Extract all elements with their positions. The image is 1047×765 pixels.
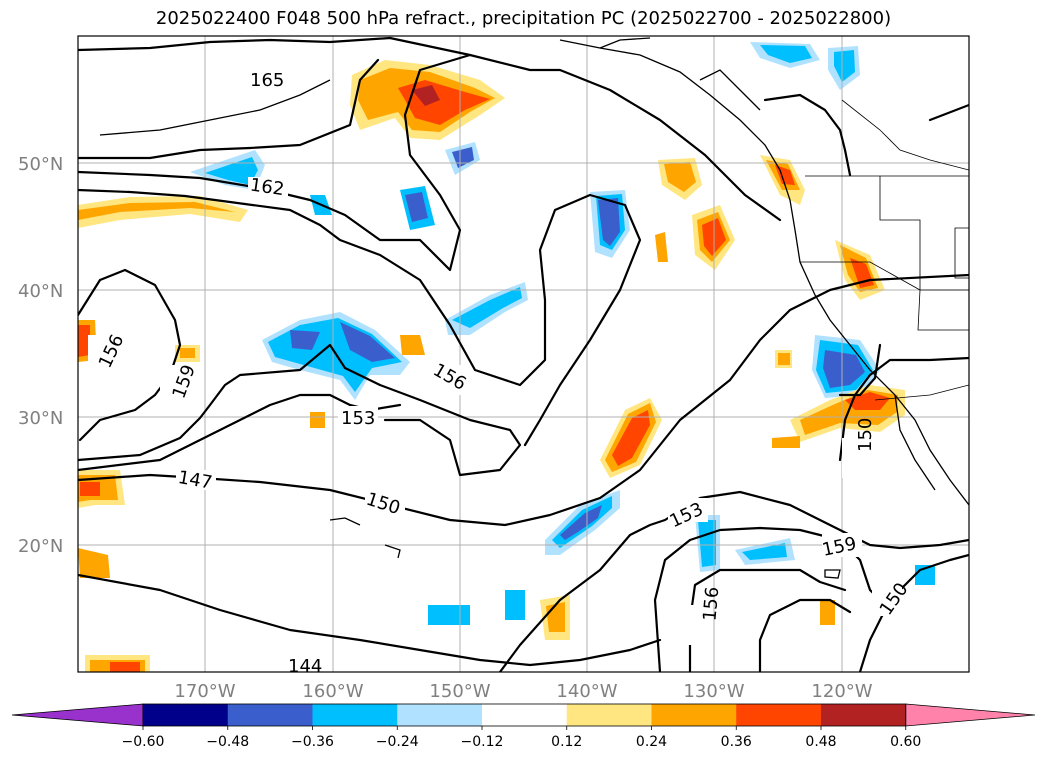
longitude-labels: 170°W 160°W 150°W 140°W 130°W 120°W (174, 681, 872, 702)
colorbar-segment (651, 704, 737, 726)
contour-label: 156 (699, 586, 723, 622)
lon-label: 120°W (811, 681, 872, 702)
contour-label: 162 (249, 175, 286, 201)
contour-label: 150 (855, 418, 876, 452)
colorbar-tick-label: 0.24 (636, 734, 667, 750)
lon-label: 170°W (174, 681, 235, 702)
plot-border (77, 35, 970, 673)
colorbar-segment (227, 704, 313, 726)
contour-label: 165 (250, 70, 284, 91)
colorbar-tick-label: 0.60 (890, 734, 921, 750)
colorbar-tick-label: 0.12 (551, 734, 582, 750)
colorbar-segment (312, 704, 398, 726)
lat-label: 30°N (18, 408, 63, 429)
lat-label: 50°N (18, 154, 63, 175)
colorbar-tick-label: −0.12 (461, 734, 504, 750)
map-title: 2025022400 F048 500 hPa refract., precip… (155, 8, 892, 29)
colorbar-tick-label: −0.48 (206, 734, 249, 750)
contour-label: 153 (341, 408, 375, 429)
colorbar-segment (821, 704, 907, 726)
colorbar: −0.60 −0.48 −0.36 −0.24 −0.12 0.12 0.24 0.36 0.4… (11, 703, 1036, 750)
colorbar-segment (736, 704, 822, 726)
contour-label: 144 (288, 656, 322, 677)
latitude-labels: 50°N 40°N 30°N 20°N (18, 154, 63, 557)
lon-label: 130°W (683, 681, 744, 702)
coastlines (99, 37, 969, 579)
colorbar-extension-high (905, 703, 1036, 727)
lat-label: 40°N (18, 281, 63, 302)
contour-label-boxes (88, 70, 902, 672)
colorbar-segment (566, 704, 652, 726)
colorbar-segment (482, 704, 568, 726)
lon-label: 140°W (556, 681, 617, 702)
colorbar-tick-label: 0.48 (805, 734, 836, 750)
lon-label: 150°W (429, 681, 490, 702)
colorbar-tick-label: 0.36 (721, 734, 752, 750)
lon-label: 160°W (302, 681, 363, 702)
colorbar-segment (397, 704, 483, 726)
colorbar-outline (142, 703, 907, 727)
lat-label: 20°N (18, 536, 63, 557)
colorbar-segment (143, 704, 229, 726)
colorbar-extension-low (11, 703, 144, 727)
colorbar-tick-label: −0.36 (291, 734, 334, 750)
colorbar-tick-label: −0.24 (376, 734, 419, 750)
colorbar-tick-label: −0.60 (122, 734, 165, 750)
